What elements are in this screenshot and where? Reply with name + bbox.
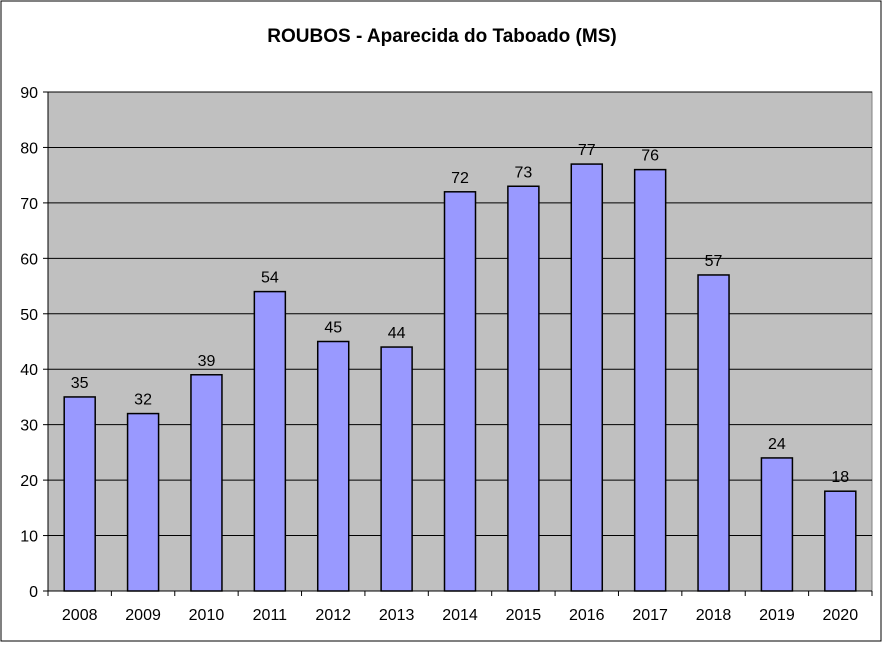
bar-2011: [253, 290, 287, 592]
y-tick-label: 70: [20, 196, 38, 213]
x-tick-label: 2018: [696, 607, 732, 624]
bar-2010: [190, 374, 223, 592]
bar-2014: [443, 191, 477, 592]
y-tick-label: 60: [20, 251, 38, 268]
bar-2018: [697, 274, 730, 592]
y-tick-label: 50: [20, 307, 38, 324]
bar-2017: [633, 168, 667, 592]
bar-2009: [126, 412, 160, 592]
data-label: 54: [261, 270, 279, 287]
y-tick-labels: 0 10 20 30 40 50 60 70 80 90: [20, 85, 38, 601]
y-tick-label: 40: [20, 362, 38, 379]
bar-2013: [380, 346, 413, 592]
x-tick-label: 2010: [189, 607, 225, 624]
x-tick-label: 2014: [442, 607, 478, 624]
y-tick-label: 80: [20, 140, 38, 157]
x-tick-label: 2016: [569, 607, 605, 624]
x-tick-label: 2017: [632, 607, 668, 624]
x-tick-labels: 2008 2009 2010 2011 2012 2013 2014 2015 2016 2017…: [62, 607, 858, 624]
bar-2008: [63, 396, 96, 592]
data-labels: 35 32 39 54 45 44 72 73 77 76 57 24 18: [71, 142, 850, 486]
bar-2020: [824, 490, 857, 592]
x-tick-label: 2012: [315, 607, 351, 624]
x-tick-label: 2020: [823, 607, 859, 624]
y-tick-label: 20: [20, 473, 38, 490]
data-label: 73: [514, 164, 532, 181]
bar-2019: [760, 457, 794, 592]
bar-2016: [570, 163, 604, 592]
data-label: 72: [451, 170, 469, 187]
x-tick-label: 2015: [506, 607, 542, 624]
bar-2015: [507, 185, 540, 592]
chart-title: ROUBOS - Aparecida do Taboado (MS): [267, 26, 616, 47]
data-label: 57: [705, 253, 723, 270]
data-label: 32: [134, 392, 152, 409]
x-tick-label: 2008: [62, 607, 98, 624]
data-label: 39: [198, 353, 216, 370]
data-label: 35: [71, 375, 89, 392]
data-label: 76: [641, 148, 659, 165]
bar-2012: [316, 340, 350, 592]
x-tick-label: 2011: [253, 607, 288, 624]
x-tick-label: 2019: [759, 607, 795, 624]
data-label: 24: [768, 436, 786, 453]
y-tick-label: 90: [20, 85, 38, 102]
y-tick-label: 30: [20, 418, 38, 435]
y-tick-label: 10: [20, 529, 38, 546]
data-label: 44: [388, 325, 406, 342]
x-tick-label: 2013: [379, 607, 415, 624]
axes: [43, 91, 873, 596]
data-label: 45: [324, 320, 342, 337]
x-tick-label: 2009: [125, 607, 161, 624]
bars: [63, 163, 857, 592]
data-label: 77: [578, 142, 596, 159]
data-label: 18: [831, 469, 849, 486]
y-tick-label: 0: [29, 584, 38, 601]
